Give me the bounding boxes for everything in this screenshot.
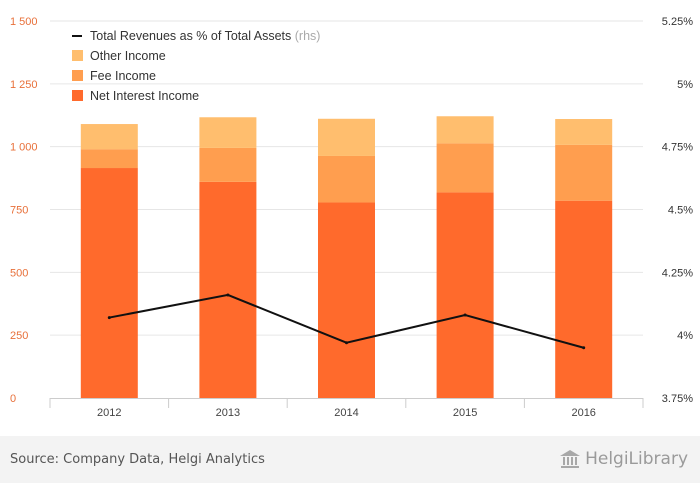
legend-item[interactable]: Net Interest Income [72, 89, 199, 103]
bar-segment [436, 192, 494, 398]
y-tick-label: 1 250 [10, 79, 38, 91]
y-tick-label: 250 [10, 330, 28, 342]
bars [80, 116, 613, 398]
library-building-icon [560, 450, 581, 468]
legend-swatch [72, 50, 83, 61]
source-text: Source: Company Data, Helgi Analytics [10, 452, 265, 467]
legend-label: Total Revenues as % of Total Assets (rhs… [90, 29, 320, 43]
axes: 0 250 500 750 1 000 1 250 1 500 3.75% 4% 4.25% 4.5… [10, 16, 693, 419]
y-tick-label: 1 500 [10, 16, 38, 28]
y2-tick-label: 3.75% [662, 393, 693, 405]
bar-segment [80, 149, 138, 169]
revenue-chart: 0 250 500 750 1 000 1 250 1 500 3.75% 4% 4.25% 4.5… [10, 16, 693, 419]
legend-swatch [72, 90, 83, 101]
x-tick-label: 2016 [571, 407, 595, 419]
footer: Source: Company Data, Helgi Analytics He… [0, 436, 700, 483]
bar-segment [199, 147, 257, 182]
legend-label: Fee Income [90, 69, 156, 83]
y2-tick-label: 4.25% [662, 267, 693, 279]
bar-segment [555, 119, 613, 145]
y2-tick-label: 5% [677, 79, 693, 91]
bar-segment [436, 143, 494, 193]
brand-name: HelgiLibrary [585, 449, 688, 469]
legend-item[interactable]: Other Income [72, 49, 166, 63]
x-tick-label: 2013 [216, 407, 240, 419]
ratio-point [582, 346, 586, 350]
legend: Total Revenues as % of Total Assets (rhs… [72, 29, 320, 103]
legend-label: Net Interest Income [90, 89, 199, 103]
legend-note: (rhs) [295, 29, 321, 43]
bar-segment [318, 155, 375, 203]
x-tick-label: 2015 [453, 407, 477, 419]
x-tick-label: 2012 [97, 407, 121, 419]
legend-label: Other Income [90, 49, 166, 63]
y-tick-label: 0 [10, 393, 16, 405]
y2-tick-label: 4% [677, 330, 693, 342]
bar-segment [555, 200, 613, 398]
legend-item-ratio[interactable]: Total Revenues as % of Total Assets (rhs… [72, 29, 320, 43]
y-tick-label: 500 [10, 267, 28, 279]
y2-tick-label: 5.25% [662, 16, 693, 28]
y2-tick-label: 4.75% [662, 142, 693, 154]
bar-segment [318, 118, 375, 156]
bar-segment [318, 202, 375, 398]
y-tick-label: 750 [10, 205, 28, 217]
bar-segment [436, 116, 494, 144]
brand-logo[interactable]: HelgiLibrary [559, 448, 688, 470]
y2-tick-label: 4.5% [668, 205, 693, 217]
ratio-point [226, 293, 230, 297]
legend-swatch [72, 70, 83, 81]
legend-item[interactable]: Fee Income [72, 69, 156, 83]
y-tick-label: 1 000 [10, 142, 38, 154]
bar-segment [555, 144, 613, 201]
ratio-point [345, 341, 348, 345]
bar-segment [199, 181, 257, 398]
x-tick-label: 2014 [334, 407, 358, 419]
ratio-point [463, 313, 467, 317]
ratio-line [107, 293, 586, 350]
bar-segment [199, 117, 257, 148]
ratio-point [107, 316, 111, 320]
bar-segment [80, 124, 138, 150]
bar-segment [80, 168, 138, 398]
